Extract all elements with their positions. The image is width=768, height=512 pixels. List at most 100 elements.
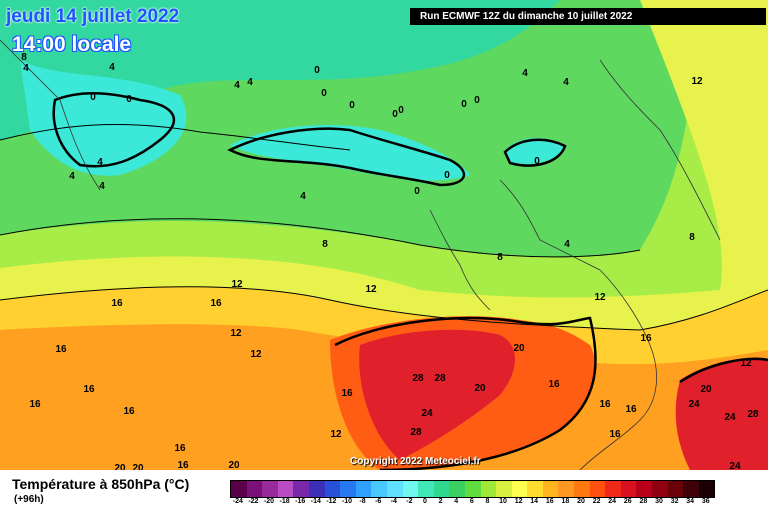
value-label: 16 <box>111 298 123 309</box>
color-swatch <box>558 481 575 497</box>
band-zero-north <box>20 60 187 176</box>
value-label: 20 <box>700 384 712 395</box>
value-label: 0 <box>398 105 404 116</box>
color-swatch <box>652 481 668 497</box>
value-label: 12 <box>330 429 342 440</box>
value-label: 16 <box>599 399 611 410</box>
color-scale-ticks: -24 -22 -20 -18 -16 -14 -12 -10 -8 -6 -4 -2 0 2 4 6 8 10 1… <box>230 498 710 510</box>
scale-tick-label: 10 <box>499 498 507 505</box>
color-swatch <box>262 481 278 497</box>
isotherm-zero-greenland <box>52 92 176 168</box>
value-label: 0 <box>314 65 320 76</box>
color-swatch <box>620 481 637 497</box>
isotherm-zero-baltic <box>503 138 567 167</box>
color-swatch <box>418 481 434 497</box>
scale-tick-label: 18 <box>561 498 570 505</box>
isotherm-zero-atlantic <box>227 127 466 187</box>
value-label: 16 <box>177 460 189 470</box>
isotherm-20-iberia <box>334 316 597 470</box>
scale-tick-label: 22 <box>592 498 601 505</box>
legend-title: Température à 850hPa (°C) <box>12 476 190 492</box>
scale-tick-label: 28 <box>639 498 648 505</box>
value-label: 12 <box>231 279 243 290</box>
value-label: 20 <box>474 383 486 394</box>
legend-bar: Température à 850hPa (°C) (+96h) -24 -22-… <box>0 470 768 512</box>
color-swatch <box>246 481 263 497</box>
color-swatch <box>277 481 294 497</box>
scale-tick-label: -16 <box>295 498 306 505</box>
scale-tick-label: -8 <box>359 498 366 505</box>
value-label: 28 <box>410 427 422 438</box>
color-swatch <box>636 481 653 497</box>
color-swatch <box>527 481 543 497</box>
value-label: 0 <box>392 109 398 120</box>
forecast-time: 14:00 locale <box>12 33 132 56</box>
color-swatch <box>324 481 341 497</box>
color-scale <box>230 480 716 498</box>
color-swatch <box>605 481 621 497</box>
value-label: 16 <box>210 298 222 309</box>
value-label: 0 <box>534 156 540 167</box>
color-swatch <box>496 481 512 497</box>
value-label: 4 <box>522 68 528 79</box>
value-label: 24 <box>421 408 433 419</box>
scale-tick-label: 34 <box>686 498 695 505</box>
color-swatch <box>308 481 325 497</box>
color-swatch <box>371 481 387 497</box>
value-label: 16 <box>123 406 135 417</box>
forecast-date: jeudi 14 juillet 2022 <box>6 6 180 27</box>
value-label: 16 <box>640 333 652 344</box>
color-swatch <box>340 481 356 497</box>
value-label: 16 <box>625 404 637 415</box>
isotherm-20-east <box>679 357 768 384</box>
value-label: 0 <box>461 99 467 110</box>
color-swatch <box>683 481 699 497</box>
value-label: 16 <box>609 429 621 440</box>
value-label: 20 <box>228 460 240 470</box>
value-label: 20 <box>114 463 126 470</box>
scale-tick-label: 20 <box>577 498 585 505</box>
value-label: 28 <box>412 373 424 384</box>
value-label: 4 <box>563 77 569 88</box>
scale-tick-label: 2 <box>438 498 443 505</box>
value-label: 28 <box>434 373 446 384</box>
value-label: 0 <box>414 186 420 197</box>
color-swatch <box>433 481 450 497</box>
value-label: 12 <box>230 328 242 339</box>
scale-tick-label: 8 <box>485 498 490 505</box>
value-label: 16 <box>174 443 186 454</box>
color-swatch <box>386 481 403 497</box>
color-swatch <box>231 481 247 497</box>
value-label: 4 <box>97 157 103 168</box>
value-label: 24 <box>688 399 700 410</box>
value-labels: 0 0 0 0 0 0 0 0 0 0 0 0 4 4 4 4 4 4 4 4 … <box>21 52 759 470</box>
color-swatch <box>402 481 419 497</box>
color-swatch <box>449 481 465 497</box>
value-label: 12 <box>594 292 606 303</box>
scale-tick-label: 4 <box>454 498 459 505</box>
value-label: 4 <box>109 62 115 73</box>
value-label: 4 <box>564 239 570 250</box>
value-label: 12 <box>740 358 752 369</box>
color-swatch <box>574 481 590 497</box>
scale-tick-label: -22 <box>248 498 259 505</box>
scale-tick-label: -18 <box>279 498 290 505</box>
temperature-map[interactable]: 0 0 0 0 0 0 0 0 0 0 0 0 4 4 4 4 4 4 4 4 … <box>0 0 768 470</box>
map-canvas[interactable]: 0 0 0 0 0 0 0 0 0 0 0 0 4 4 4 4 4 4 4 4 … <box>0 0 768 470</box>
isotherm-thin-1 <box>0 123 351 151</box>
value-label: 28 <box>747 409 759 420</box>
value-label: 8 <box>21 52 27 63</box>
value-label: 4 <box>300 191 306 202</box>
isotherm-thin-2 <box>0 218 641 258</box>
value-label: 0 <box>349 100 355 111</box>
scale-tick-label: -6 <box>375 498 382 505</box>
value-label: 16 <box>55 344 67 355</box>
band-28-plus <box>359 329 515 460</box>
legend-subtitle: (+96h) <box>14 494 44 505</box>
band-28-plus-east <box>675 358 768 470</box>
color-swatch <box>293 481 309 497</box>
value-label: 12 <box>365 284 377 295</box>
scale-tick-label: 32 <box>670 498 679 505</box>
value-label: 16 <box>83 384 95 395</box>
scale-tick-label: 0 <box>423 498 427 505</box>
